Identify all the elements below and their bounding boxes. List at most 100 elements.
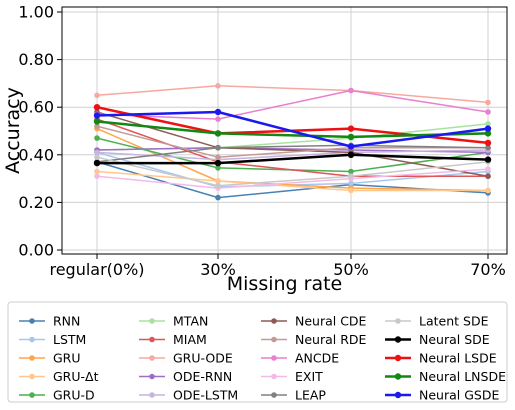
legend-label: MTAN: [173, 314, 208, 329]
data-point: [348, 168, 354, 175]
legend-swatch-marker: [394, 391, 402, 399]
legend-swatch-marker: [29, 318, 35, 324]
series-line: [96, 168, 489, 189]
legend-label: GRU: [53, 351, 81, 366]
legend-swatch-marker: [149, 355, 155, 361]
y-tick-label: 1.00: [18, 3, 54, 22]
series-gru-ode: [94, 83, 491, 106]
y-tick-label: 0.00: [18, 241, 54, 260]
data-point: [348, 87, 354, 94]
data-point: [347, 151, 355, 158]
legend-item: ODE-LSTM: [139, 388, 238, 403]
data-point: [214, 130, 222, 137]
legend-swatch-marker: [271, 392, 277, 398]
legend-swatch-marker: [149, 318, 155, 324]
series-latent-sde: [94, 154, 491, 189]
legend-label: RNN: [53, 314, 80, 329]
legend-swatch-marker: [149, 392, 155, 398]
data-point: [215, 144, 221, 151]
series-line: [96, 111, 489, 177]
data-point: [485, 187, 491, 194]
data-point: [348, 180, 354, 187]
legend-item: EXIT: [261, 369, 323, 384]
legend-item: RNN: [19, 314, 80, 329]
data-point: [215, 182, 221, 189]
legend-swatch-marker: [394, 373, 402, 380]
legend-swatch-marker: [29, 336, 35, 343]
legend-item: LSTM: [19, 332, 86, 347]
legend-item: GRU-ODE: [139, 351, 233, 366]
legend-label: GRU-ODE: [173, 351, 233, 366]
legend-label: Neural LNSDE: [419, 369, 506, 384]
data-point: [94, 149, 100, 156]
legend-label: ANCDE: [295, 351, 339, 366]
data-point: [215, 194, 221, 201]
legend-item: ODE-RNN: [139, 369, 232, 384]
legend: RNN LSTM GRU GRU-Δt GRU-D MTAN MIAM GRU-ODE ODE-…: [7, 301, 508, 403]
legend-item: Neural RDE: [261, 332, 367, 347]
data-point: [94, 168, 100, 175]
legend-swatch-marker: [29, 355, 35, 361]
legend-swatch-marker: [149, 373, 155, 380]
legend-label: LSTM: [53, 332, 86, 347]
legend-label: Neural CDE: [295, 314, 367, 329]
x-axis-title: Missing rate: [227, 273, 342, 295]
series-line: [96, 118, 488, 177]
data-point: [215, 83, 221, 89]
data-point: [93, 104, 101, 111]
data-point: [215, 178, 221, 184]
x-tick-label: 50%: [333, 260, 369, 279]
series-gru-t: [94, 168, 491, 194]
data-point: [94, 173, 100, 179]
legend-item: GRU-Δt: [19, 369, 99, 384]
series-line: [96, 85, 489, 104]
legend-swatch-marker: [395, 318, 401, 324]
y-axis-title: Accuracy: [2, 87, 24, 174]
data-point: [215, 116, 221, 122]
legend-item: Neural GSDE: [385, 388, 499, 403]
data-point: [484, 125, 492, 132]
legend-item: Neural SDE: [385, 332, 490, 347]
data-point: [484, 139, 492, 147]
legend-label: LEAP: [295, 388, 326, 403]
series-line: [96, 156, 489, 187]
legend-label: Neural SDE: [419, 332, 490, 347]
legend-label: MIAM: [173, 332, 207, 347]
x-tick-label: 70%: [470, 260, 506, 279]
series-line: [96, 110, 489, 148]
legend-item: ANCDE: [261, 351, 339, 366]
legend-item: MTAN: [139, 314, 208, 329]
series-line: [96, 170, 488, 192]
legend-item: GRU-D: [19, 388, 95, 403]
legend-swatch-marker: [271, 336, 277, 343]
legend-item: Latent SDE: [385, 314, 489, 329]
legend-label: ODE-LSTM: [173, 388, 238, 403]
data-point: [347, 143, 355, 150]
data-point: [93, 112, 101, 119]
series-ancde: [94, 87, 491, 122]
data-point: [93, 118, 101, 125]
legend-item: Neural LSDE: [385, 351, 497, 366]
series-line: [96, 149, 489, 161]
data-point: [484, 130, 492, 137]
legend-swatch-marker: [271, 355, 277, 361]
series-line: [96, 120, 489, 139]
legend-label: Neural LSDE: [419, 351, 497, 366]
legend-item: Neural CDE: [261, 314, 367, 329]
data-point: [94, 92, 100, 99]
legend-swatch-marker: [271, 373, 277, 380]
legend-box: [7, 301, 508, 403]
data-point: [94, 135, 100, 141]
data-point: [215, 165, 221, 171]
legend-label: Neural RDE: [295, 332, 367, 347]
series-neural-sde: [93, 151, 492, 167]
data-point: [214, 159, 222, 167]
data-point: [485, 109, 491, 115]
legend-swatch-marker: [29, 373, 35, 380]
legend-label: GRU-Δt: [53, 369, 99, 384]
data-point: [214, 108, 222, 116]
legend-label: Neural GSDE: [419, 388, 499, 403]
y-tick-label: 0.40: [18, 145, 54, 164]
